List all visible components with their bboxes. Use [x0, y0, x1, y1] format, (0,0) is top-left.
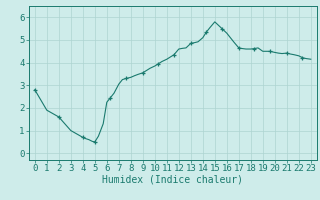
- X-axis label: Humidex (Indice chaleur): Humidex (Indice chaleur): [102, 175, 243, 185]
